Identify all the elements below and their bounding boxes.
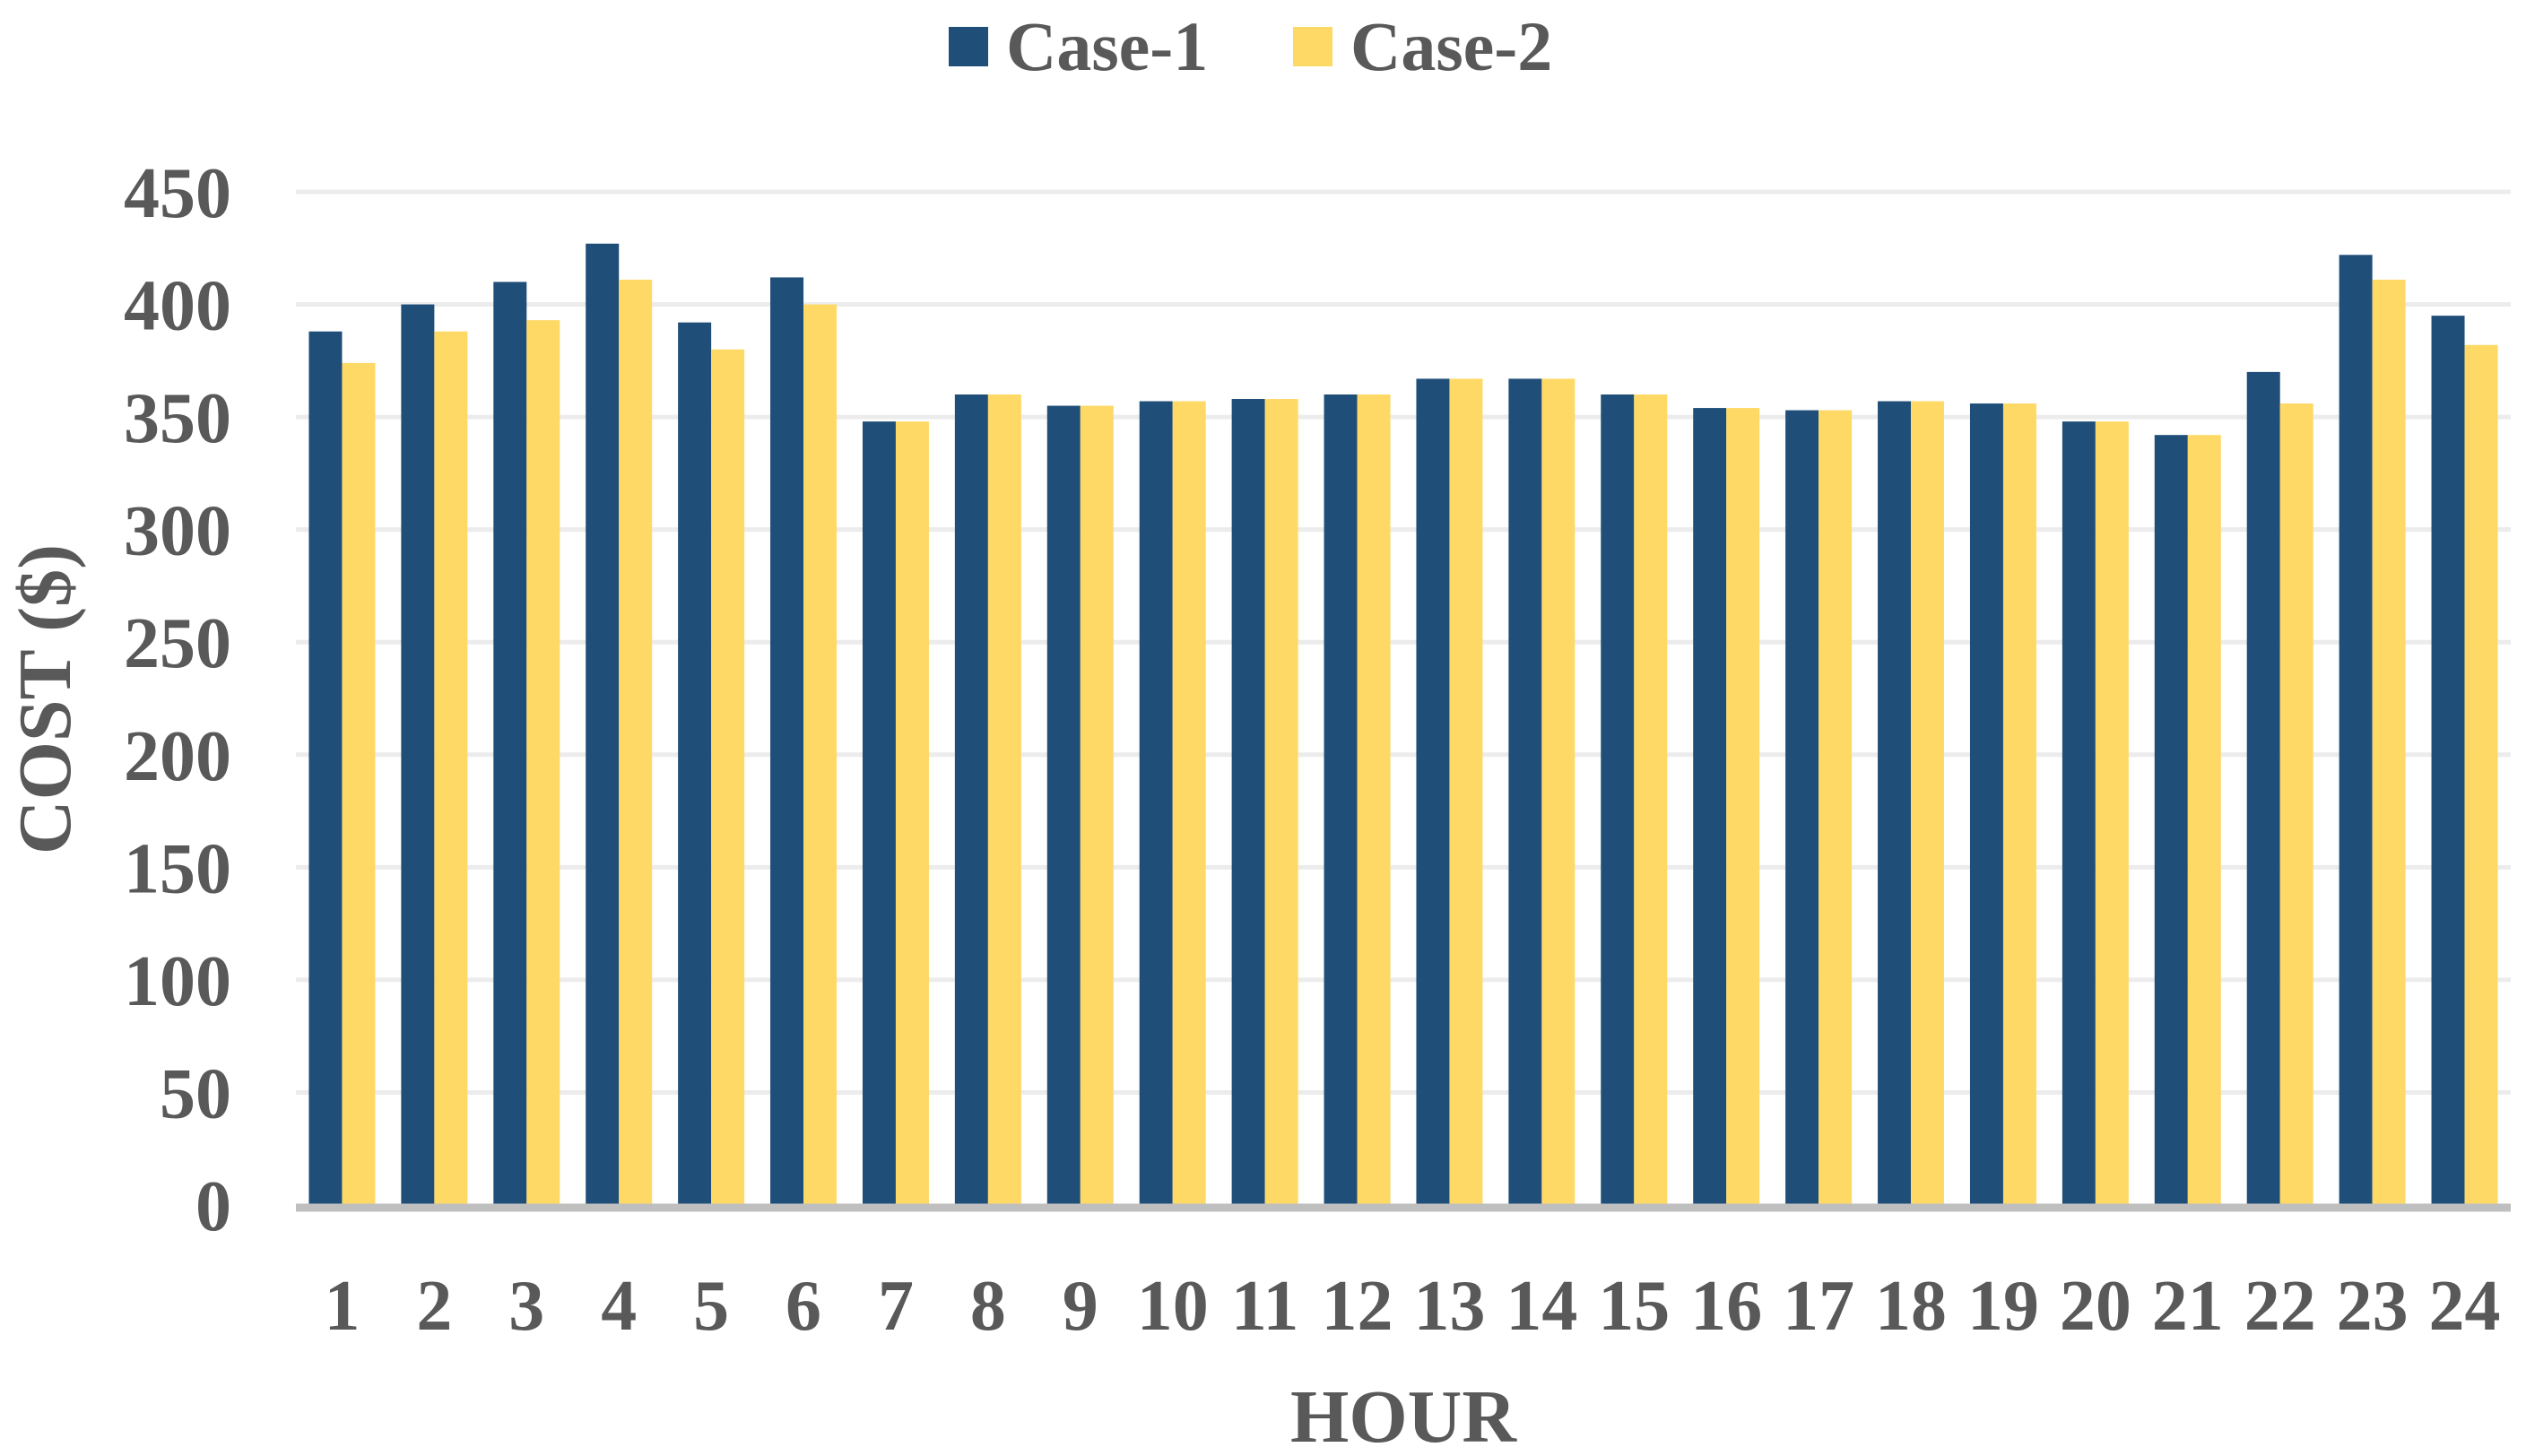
x-tick-label: 13: [1413, 1267, 1485, 1346]
bar-case-1-hour-24: [2431, 316, 2465, 1206]
bar-case-2-hour-17: [1819, 410, 1853, 1206]
bar-case-2-hour-5: [711, 349, 745, 1205]
bar-case-1-hour-11: [1231, 399, 1265, 1205]
bar-case-2-hour-15: [1634, 394, 1668, 1205]
bar-case-1-hour-10: [1139, 401, 1173, 1205]
bar-case-1-hour-7: [862, 421, 896, 1206]
y-tick-label: 50: [160, 1054, 231, 1133]
bar-case-1-hour-15: [1601, 394, 1635, 1205]
bar-case-1-hour-12: [1324, 394, 1358, 1205]
bar-case-2-hour-22: [2279, 403, 2313, 1205]
x-tick-label: 22: [2244, 1267, 2316, 1346]
legend-label-case-1: Case-1: [1006, 7, 1208, 85]
x-axis-title: HOUR: [1290, 1375, 1517, 1456]
x-tick-label: 4: [601, 1267, 637, 1346]
bar-case-2-hour-11: [1264, 399, 1298, 1205]
bar-case-2-hour-3: [526, 320, 560, 1206]
x-tick-label: 14: [1506, 1267, 1577, 1346]
gridlines: [296, 189, 2511, 1095]
x-tick-label: 18: [1875, 1267, 1947, 1346]
bar-case-1-hour-4: [586, 243, 620, 1205]
bar-case-1-hour-20: [2062, 421, 2096, 1206]
bar-case-1-hour-19: [1969, 403, 2003, 1205]
x-tick-label: 5: [693, 1267, 729, 1346]
bar-case-1-hour-17: [1785, 410, 1819, 1206]
y-tick-label: 0: [195, 1167, 231, 1246]
bar-case-2-hour-13: [1449, 378, 1483, 1205]
bar-case-1-hour-22: [2246, 371, 2280, 1205]
bar-case-2-hour-16: [1726, 408, 1760, 1206]
bars: [308, 243, 2498, 1206]
x-tick-label: 20: [2060, 1267, 2131, 1346]
x-tick-label: 24: [2429, 1267, 2501, 1346]
x-tick-label: 7: [878, 1267, 914, 1346]
bar-case-1-hour-14: [1508, 378, 1542, 1205]
bar-case-2-hour-8: [987, 394, 1021, 1205]
y-tick-label: 450: [124, 154, 231, 233]
bar-case-1-hour-2: [401, 304, 435, 1205]
bar-case-2-hour-23: [2372, 279, 2406, 1205]
legend-label-case-2: Case-2: [1350, 7, 1552, 85]
bar-case-2-hour-10: [1172, 401, 1206, 1205]
bar-case-1-hour-18: [1878, 401, 1912, 1205]
bar-case-2-hour-2: [434, 331, 468, 1205]
y-tick-label: 250: [124, 604, 231, 683]
bar-case-2-hour-18: [1911, 401, 1945, 1205]
x-tick-label: 12: [1322, 1267, 1393, 1346]
bar-case-2-hour-21: [2187, 435, 2221, 1205]
x-tick-label: 23: [2337, 1267, 2409, 1346]
x-tick-label: 15: [1598, 1267, 1670, 1346]
bar-case-1-hour-3: [493, 282, 527, 1205]
bar-case-1-hour-8: [954, 394, 988, 1205]
bar-case-2-hour-6: [803, 304, 838, 1205]
bar-case-2-hour-20: [2095, 421, 2129, 1206]
bar-case-1-hour-13: [1416, 378, 1450, 1205]
x-tick-label: 21: [2152, 1267, 2224, 1346]
bar-case-2-hour-19: [2002, 403, 2036, 1205]
y-tick-label: 300: [124, 492, 231, 571]
bar-case-1-hour-9: [1046, 405, 1081, 1205]
bar-case-1-hour-5: [678, 322, 712, 1206]
x-tick-labels: 1 2 3 4 5 6 7 8 9 10 11 12 13 14 15 16 17 18 19 20 21 22 23 24: [324, 1267, 2500, 1346]
bar-case-2-hour-12: [1357, 394, 1391, 1205]
bar-case-1-hour-23: [2339, 255, 2373, 1206]
legend-swatch-case-2: [1293, 27, 1332, 66]
y-tick-labels: 0 50 100 150 200 250 300 350 400 450: [124, 154, 231, 1246]
x-tick-label: 1: [324, 1267, 360, 1346]
bar-case-2-hour-4: [619, 279, 653, 1205]
x-tick-label: 2: [416, 1267, 452, 1346]
x-tick-label: 11: [1231, 1267, 1299, 1346]
x-tick-label: 9: [1063, 1267, 1098, 1346]
legend-swatch-case-1: [949, 27, 988, 66]
bar-case-1-hour-6: [770, 277, 804, 1205]
x-tick-label: 3: [508, 1267, 544, 1346]
bar-case-1-hour-1: [308, 331, 343, 1205]
bar-case-1-hour-21: [2154, 435, 2188, 1205]
bar-case-2-hour-7: [895, 421, 929, 1206]
x-tick-label: 19: [1967, 1267, 2039, 1346]
legend: Case-1 Case-2: [949, 7, 1552, 85]
y-tick-label: 200: [124, 717, 231, 796]
y-tick-label: 100: [124, 942, 231, 1021]
x-tick-label: 10: [1137, 1267, 1209, 1346]
bar-case-2-hour-1: [342, 362, 376, 1205]
y-tick-label: 350: [124, 379, 231, 458]
y-tick-label: 400: [124, 267, 231, 346]
x-tick-label: 16: [1690, 1267, 1762, 1346]
bar-case-2-hour-24: [2464, 344, 2498, 1205]
bar-case-2-hour-14: [1541, 378, 1575, 1205]
x-tick-label: 8: [970, 1267, 1006, 1346]
y-tick-label: 150: [124, 829, 231, 908]
x-tick-label: 6: [786, 1267, 821, 1346]
bar-case-2-hour-9: [1080, 405, 1114, 1205]
x-tick-label: 17: [1783, 1267, 1854, 1346]
y-axis-title: COST ($): [4, 544, 87, 854]
bar-case-1-hour-16: [1693, 408, 1727, 1206]
